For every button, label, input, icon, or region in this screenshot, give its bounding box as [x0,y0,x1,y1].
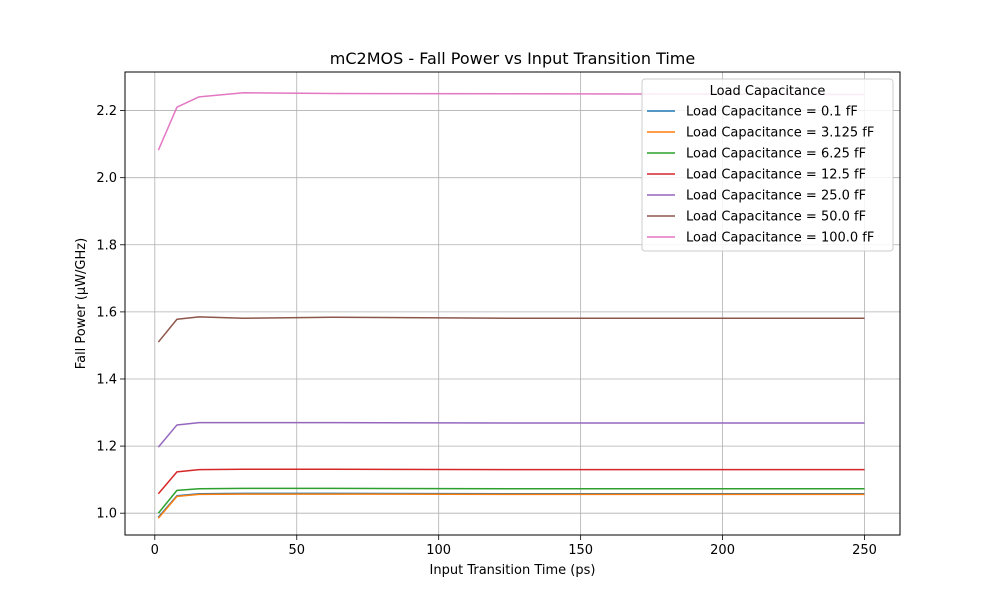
y-axis: 1.0 1.2 1.4 1.6 1.8 2.0 2.2 [96,104,125,522]
series-line-3 [157,468,865,495]
legend-entry-label: Load Capacitance = 12.5 fF [686,168,866,183]
legend-entry-label: Load Capacitance = 3.125 fF [686,126,874,141]
x-tick-label: 100 [426,543,451,558]
legend-entry-label: Load Capacitance = 6.25 fF [686,147,866,162]
series-line-2 [157,487,865,514]
y-tick-label: 1.4 [96,372,117,387]
legend-box [641,78,894,252]
series-line-5 [157,316,865,343]
y-tick-label: 2.2 [96,104,117,119]
series-line-1 [157,493,865,519]
x-tick-label: 50 [288,543,305,558]
series-line-4 [157,421,865,448]
y-tick-label: 1.2 [96,440,117,455]
chart-title: mC2MOS - Fall Power vs Input Transition … [330,49,695,68]
x-tick-label: 250 [852,543,877,558]
x-tick-label: 150 [568,543,593,558]
y-tick-label: 2.0 [96,171,117,186]
y-tick-label: 1.6 [96,305,117,320]
series-lines [157,92,865,519]
x-tick-label: 200 [710,543,735,558]
legend-entry-label: Load Capacitance = 100.0 fF [686,231,874,246]
legend-title: Load Capacitance [710,84,826,99]
x-tick-label: 0 [151,543,159,558]
legend: Load Capacitance Load Capacitance = 0.1 … [641,78,894,252]
series-line-6 [157,92,865,151]
legend-entry-label: Load Capacitance = 0.1 fF [686,105,858,120]
legend-entry-label: Load Capacitance = 25.0 fF [686,189,866,204]
plot-frame [124,71,901,536]
legend-entry-label: Load Capacitance = 50.0 fF [686,210,866,225]
y-tick-label: 1.0 [96,507,117,522]
y-axis-title: Fall Power (µW/GHz) [74,238,89,369]
y-tick-label: 1.8 [96,238,117,253]
x-axis-title: Input Transition Time (ps) [430,563,596,578]
x-axis: 0 50 100 150 200 250 [151,535,877,558]
